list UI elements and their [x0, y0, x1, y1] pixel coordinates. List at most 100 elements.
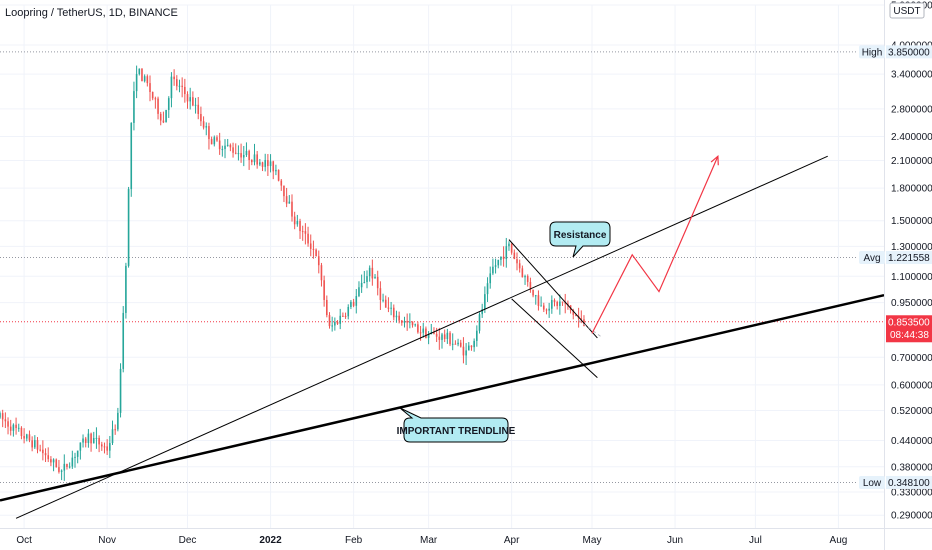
candle-body [328, 315, 331, 327]
candle-body [269, 161, 272, 167]
candle-body [363, 282, 366, 284]
candle-body [151, 92, 154, 99]
candle-body [542, 305, 545, 310]
candle-body [170, 76, 173, 99]
candle-body [135, 74, 138, 92]
candle-body [44, 453, 47, 456]
candle-body [301, 231, 304, 233]
y-tick-label: 2.800000 [891, 104, 932, 115]
x-tick-label: Feb [345, 535, 363, 546]
currency-badge[interactable] [889, 2, 925, 19]
candle-body [561, 301, 564, 303]
candle-body [435, 333, 438, 337]
candle-body [484, 294, 486, 310]
candle-body [537, 295, 540, 306]
candle-body [25, 434, 28, 439]
candle-body [291, 201, 293, 217]
candle-body [175, 79, 178, 87]
candle-body [508, 243, 510, 247]
candle-body [470, 345, 473, 348]
candle-body [87, 433, 90, 443]
candle-body [79, 442, 82, 451]
candle-body [47, 455, 50, 460]
candle-body [459, 342, 462, 347]
x-tick-label: Nov [98, 535, 116, 546]
candle-body [9, 426, 12, 431]
candle-body [109, 443, 111, 451]
candle-body [502, 256, 505, 260]
candle-body [277, 169, 280, 181]
candle-body [368, 267, 371, 277]
high-label: High [862, 47, 883, 58]
candle-body [119, 368, 122, 413]
candle-body [572, 310, 575, 315]
candle-body [256, 154, 258, 165]
candle-body [473, 340, 475, 348]
candle-body [234, 152, 237, 154]
candle-body [411, 321, 414, 326]
candle-body [251, 160, 253, 163]
candle-body [342, 315, 344, 317]
candle-body [28, 434, 31, 441]
candle-body [122, 312, 125, 369]
candle-body [261, 162, 264, 167]
candle-body [529, 281, 532, 290]
x-tick-label: Mar [420, 535, 438, 546]
time-axis[interactable]: Oct Nov Dec 2022 Feb Mar Apr May Jun Jul Aug [16, 535, 847, 546]
candle-body [449, 332, 451, 345]
candle-body [307, 233, 309, 244]
y-tick-label: 0.600000 [891, 380, 932, 391]
candle-body [200, 113, 202, 122]
candle-body [315, 249, 317, 257]
high-value-tag [886, 45, 932, 59]
candle-body [208, 126, 210, 140]
y-tick-label: 0.290000 [891, 511, 932, 522]
y-tick-label: 1.100000 [891, 272, 932, 283]
avg-value: 1.221558 [888, 253, 930, 264]
y-tick-label: 2.400000 [891, 132, 932, 143]
candle-body [548, 308, 550, 311]
trendline-label: IMPORTANT TRENDLINE [397, 426, 516, 437]
candle-body [331, 325, 333, 327]
candle-body [114, 429, 116, 431]
low-value: 0.348100 [888, 478, 930, 489]
x-tick-label: Oct [16, 535, 32, 546]
candle-body [98, 437, 100, 445]
candle-body [63, 463, 66, 471]
candle-body [390, 307, 392, 309]
candle-body [425, 328, 427, 339]
candle-body [181, 85, 183, 87]
y-tick-label: 3.400000 [891, 70, 932, 81]
candle-body [366, 276, 368, 283]
candle-body [443, 334, 446, 340]
trendline-callout[interactable]: IMPORTANT TRENDLINE [397, 407, 516, 443]
candle-body [157, 98, 159, 114]
candle-body [259, 162, 261, 165]
key-levels [0, 51, 884, 483]
candle-body [146, 76, 149, 84]
candle-body [143, 76, 146, 82]
last-price-tag [886, 315, 932, 343]
high-label-tag [859, 45, 885, 59]
candle-body [358, 287, 360, 297]
x-tick-label: May [583, 535, 602, 546]
candle-body [387, 307, 390, 309]
candle-body [17, 427, 20, 429]
candle-body [293, 216, 296, 225]
candle-body [162, 120, 165, 123]
candle-body [82, 438, 84, 443]
candle-body [224, 145, 226, 150]
avg-value-tag [886, 251, 932, 265]
x-tick-label: Jul [749, 535, 762, 546]
currency-label: USDT [893, 6, 920, 17]
y-tick-label: 0.380000 [891, 462, 932, 473]
resistance-label: Resistance [554, 230, 607, 241]
resistance-callout[interactable]: Resistance [549, 221, 611, 258]
candle-body [492, 266, 494, 274]
y-tick-label: 1.800000 [891, 184, 932, 195]
candle-body [12, 424, 15, 431]
x-tick-label: Apr [504, 535, 520, 546]
candle-body [494, 265, 497, 267]
